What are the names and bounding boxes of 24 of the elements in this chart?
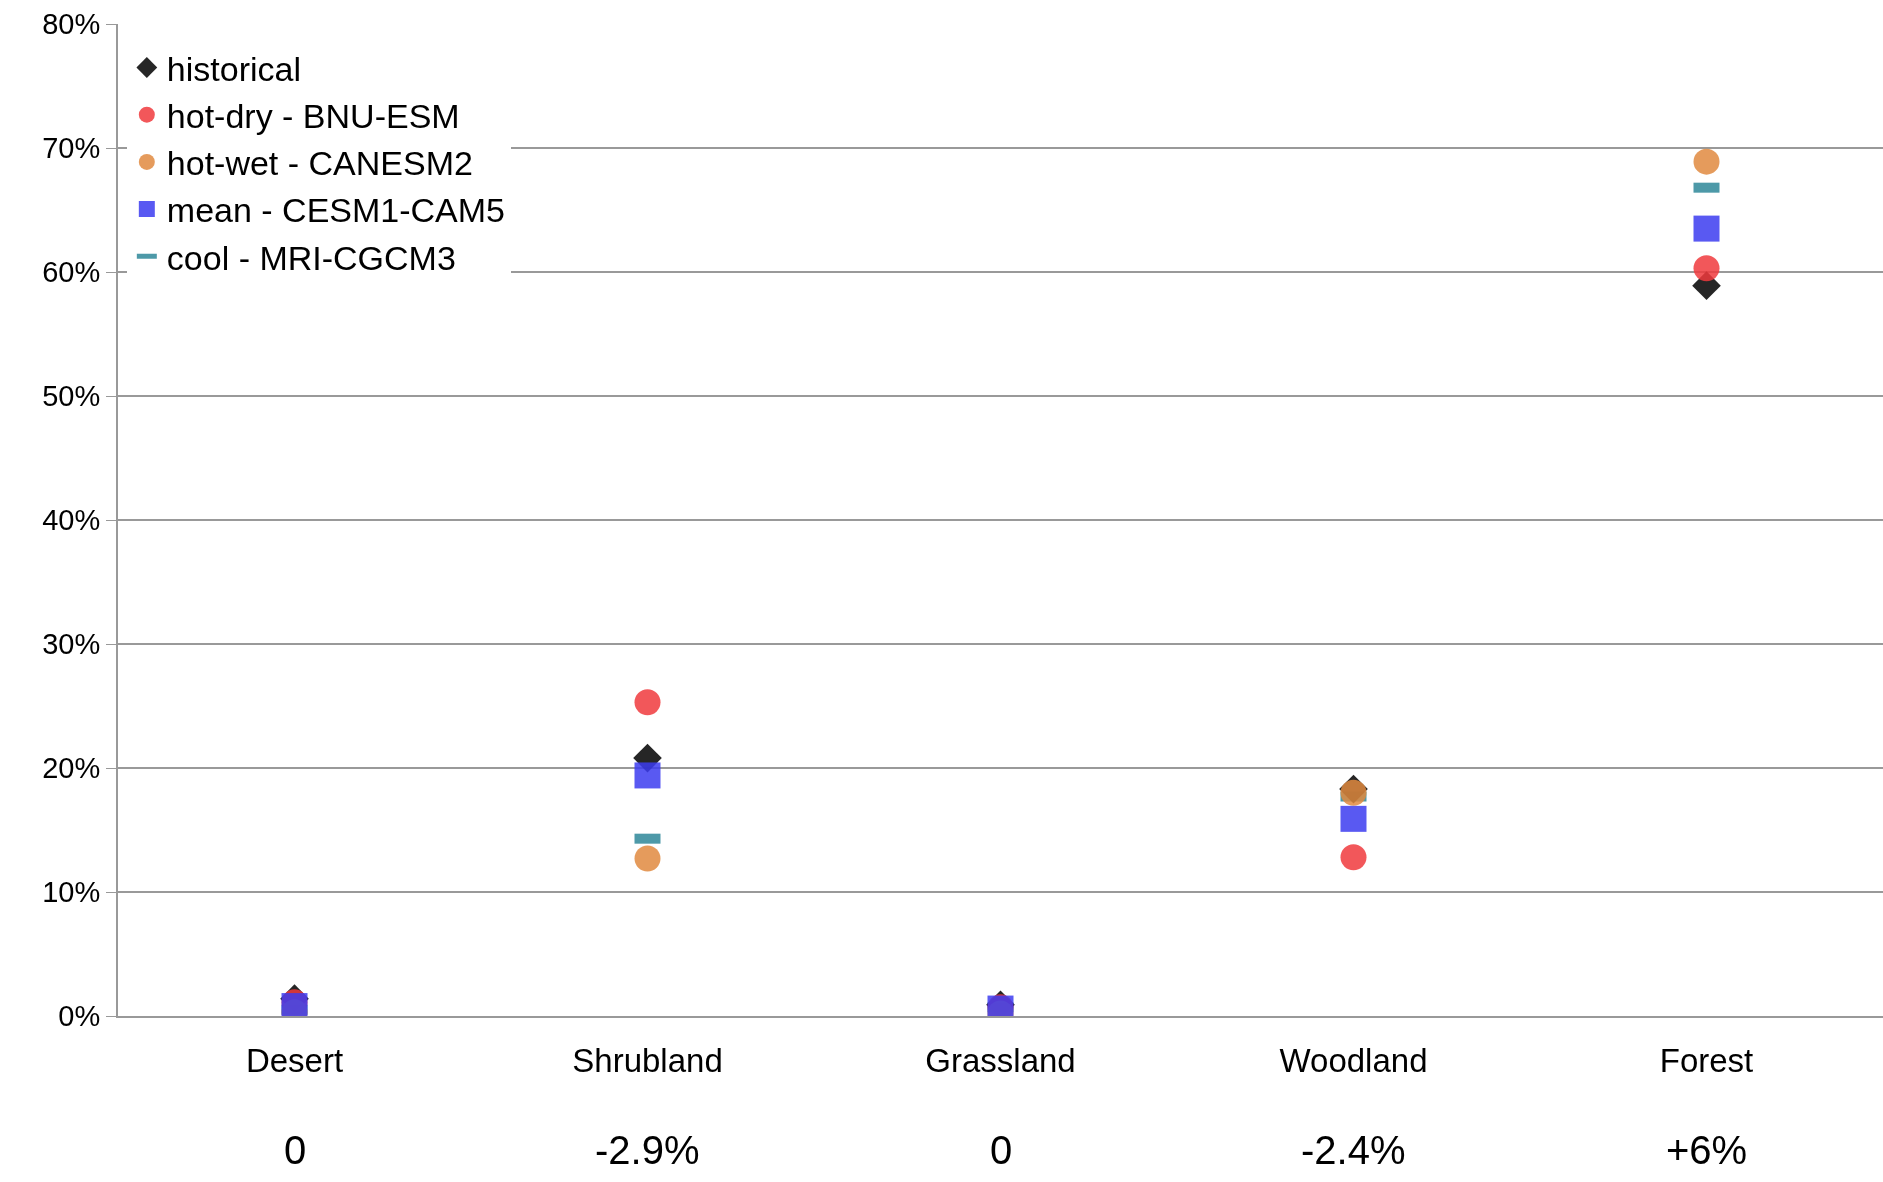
text: -2.9% bbox=[595, 1128, 700, 1172]
text: 0 bbox=[990, 1128, 1013, 1172]
y-tick-label: 30% bbox=[42, 628, 101, 661]
text: -2.4% bbox=[1301, 1128, 1406, 1172]
x-tick-label: Woodland bbox=[1279, 1041, 1428, 1079]
x-tick-label: Grassland bbox=[925, 1041, 1076, 1079]
legend-label: cool - MRI-CGCM3 bbox=[166, 238, 456, 277]
text: 0 bbox=[284, 1128, 307, 1172]
text: +6% bbox=[1666, 1128, 1748, 1172]
y-tick-label: 20% bbox=[42, 752, 101, 785]
legend-label: mean - CESM1-CAM5 bbox=[166, 191, 506, 230]
legend-label: historical bbox=[166, 49, 301, 88]
y-tick-label: 70% bbox=[42, 132, 101, 165]
legend-label: hot-dry - BNU-ESM bbox=[166, 96, 460, 135]
y-tick-label: 50% bbox=[42, 380, 101, 413]
legend-label: hot-wet - CANESM2 bbox=[166, 144, 473, 183]
y-tick-label: 10% bbox=[42, 876, 101, 909]
x-tick-label: Shrubland bbox=[572, 1041, 723, 1079]
y-tick-label: 80% bbox=[42, 8, 101, 41]
y-tick-label: 40% bbox=[42, 504, 101, 537]
y-tick-label: 0% bbox=[58, 1000, 101, 1033]
x-tick-label: Desert bbox=[245, 1041, 344, 1079]
y-tick-label: 60% bbox=[42, 256, 101, 289]
x-tick-label: Forest bbox=[1659, 1041, 1754, 1079]
